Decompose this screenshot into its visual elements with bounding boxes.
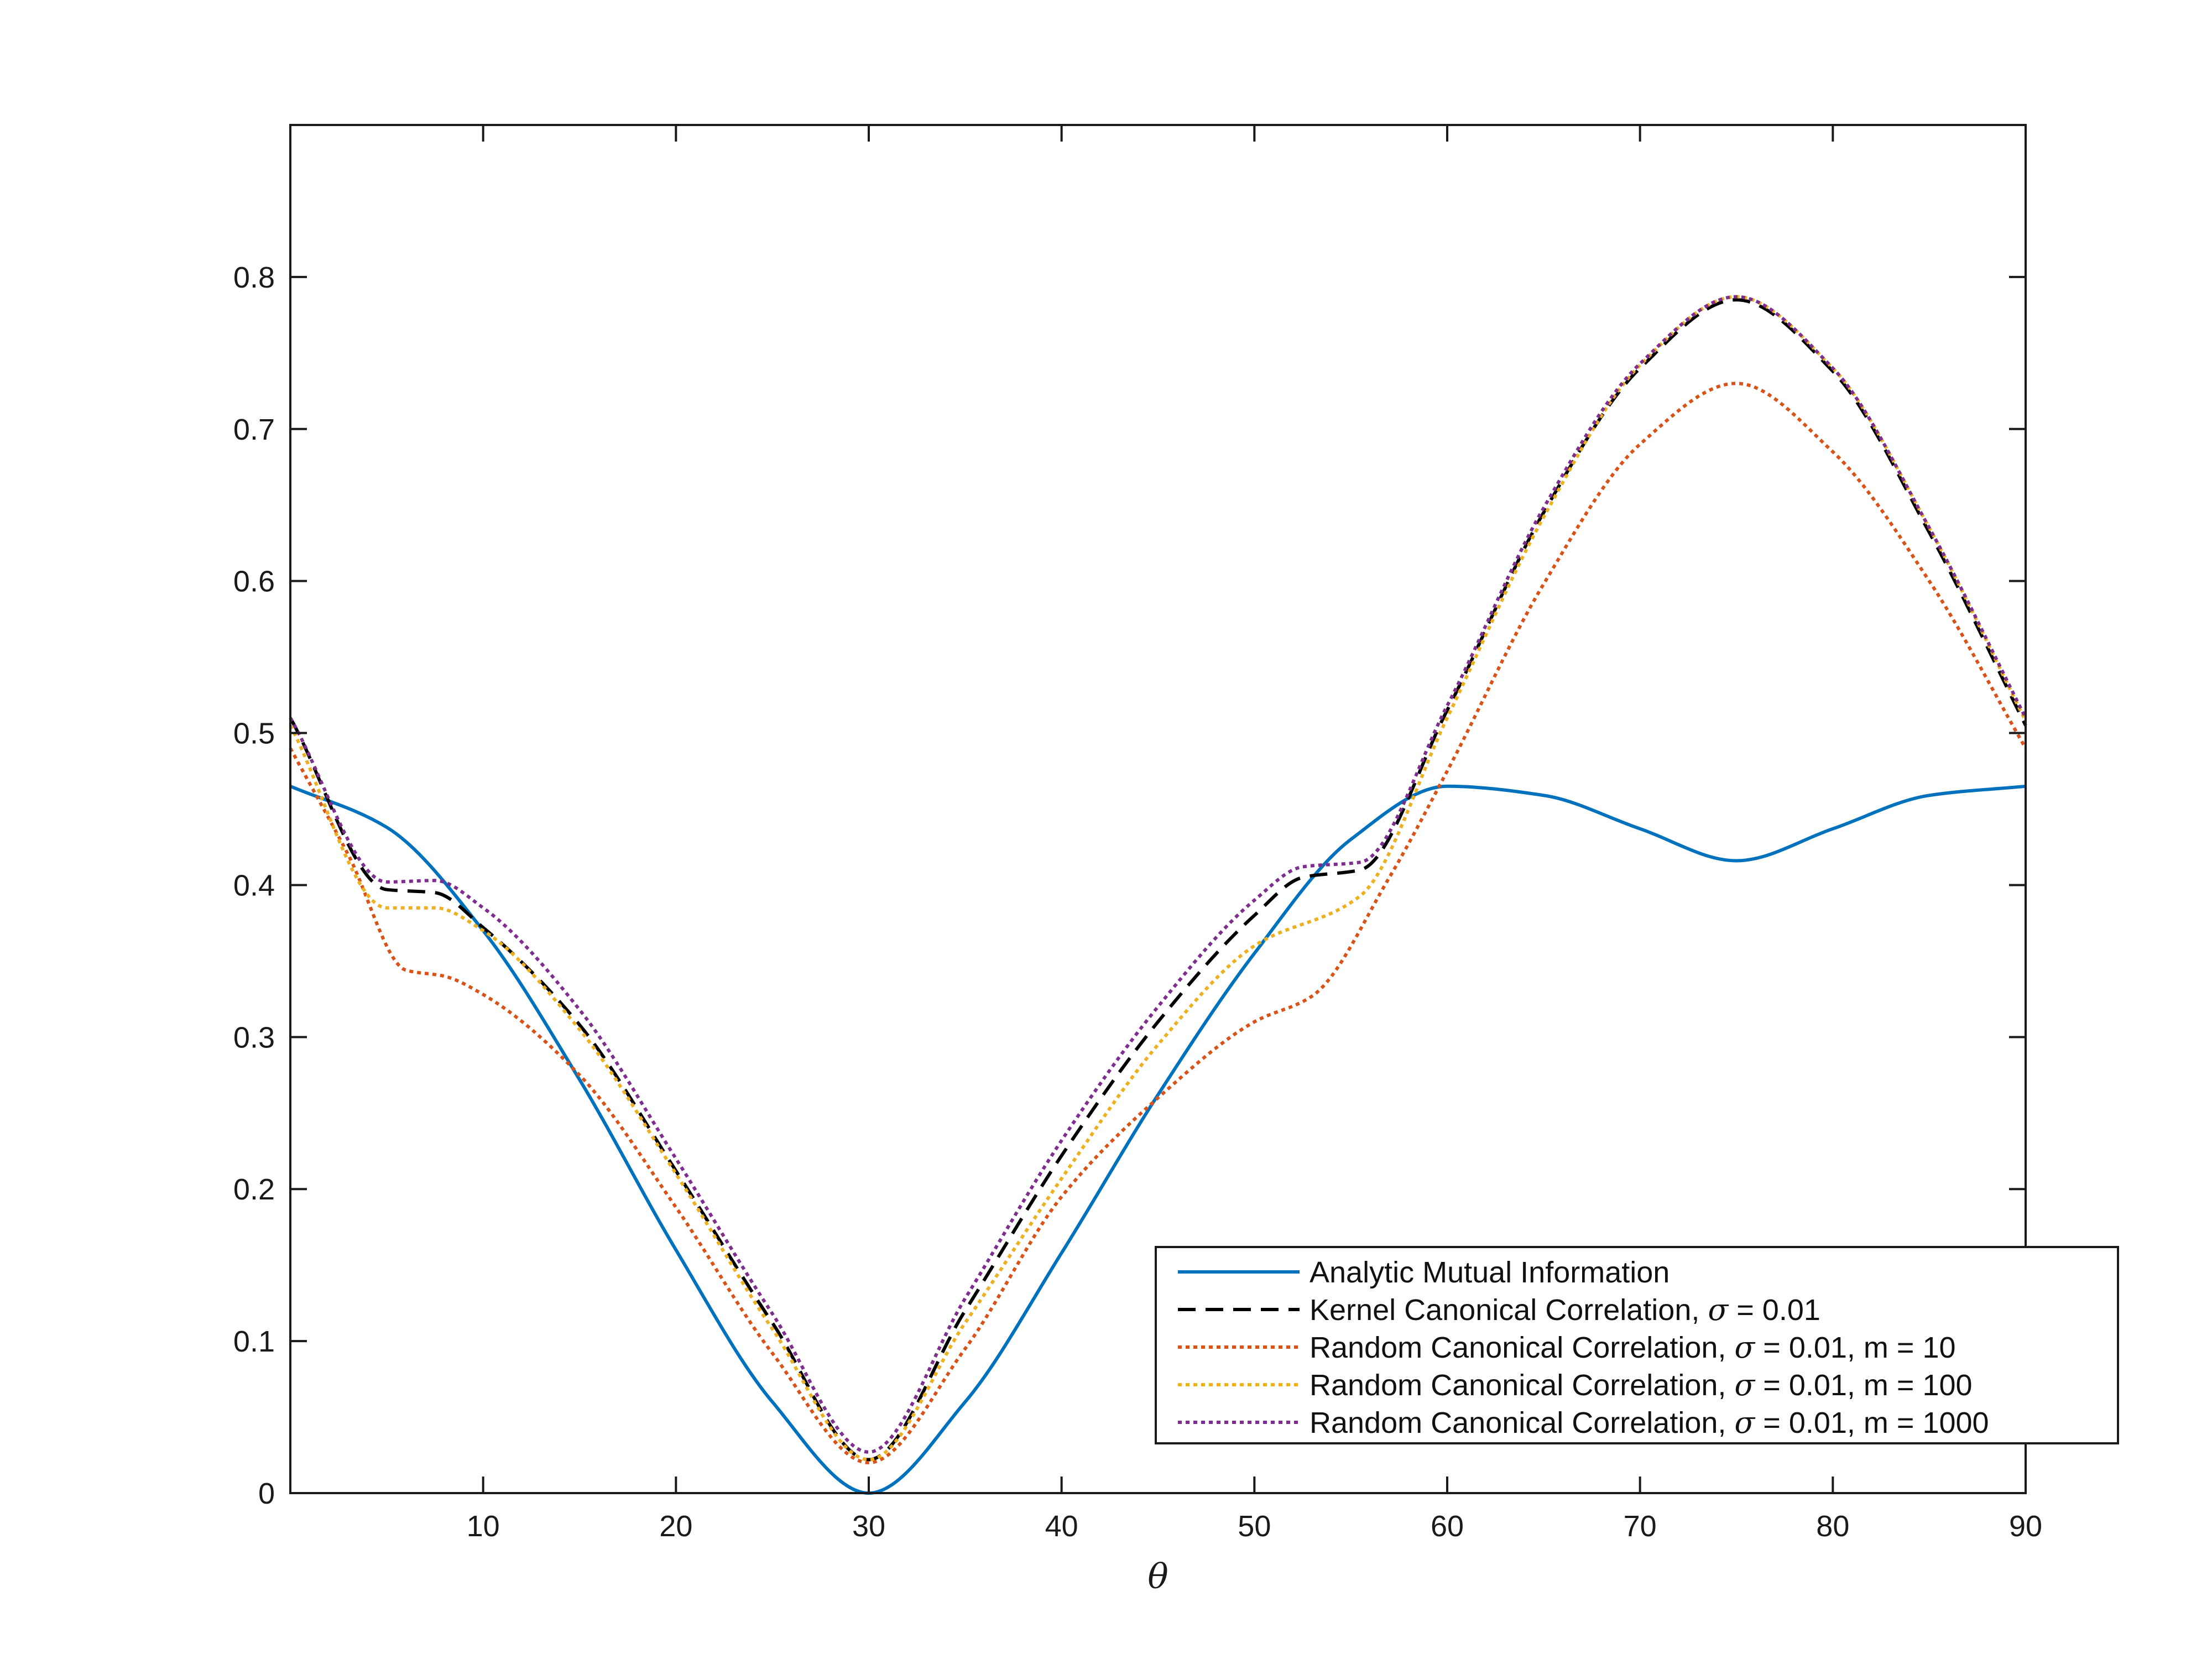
legend-label-3: Random Canonical Correlation, σ = 0.01, …	[1310, 1330, 1956, 1365]
x-tick-label: 30	[852, 1510, 885, 1543]
series-line-1	[289, 784, 2026, 1495]
x-tick-label: 10	[467, 1510, 500, 1543]
y-tick-label: 0.8	[233, 261, 275, 294]
y-tick-label: 0.1	[233, 1325, 275, 1358]
tick-label-layer: 10 20 30 40 50 60 70 80 90 0 0.1 0.2 0.3 0.4 0.5 0.6 0.7…	[233, 261, 2042, 1543]
legend-label-5: Random Canonical Correlation, σ = 0.01, …	[1310, 1405, 1989, 1440]
series-line-3	[289, 382, 2027, 1464]
y-tick-label: 0.4	[233, 869, 275, 902]
x-tick-label: 90	[2009, 1510, 2042, 1543]
x-tick-label: 60	[1431, 1510, 1464, 1543]
legend-label-2: Kernel Canonical Correlation, σ = 0.01	[1310, 1292, 1820, 1327]
x-axis-label: θ	[1147, 1556, 1168, 1597]
legend-label-4: Random Canonical Correlation, σ = 0.01, …	[1310, 1368, 1973, 1402]
x-tick-label: 80	[1816, 1510, 1849, 1543]
x-tick-label: 70	[1624, 1510, 1657, 1543]
legend-label-1: Analytic Mutual Information	[1310, 1256, 1670, 1289]
series-line-5	[289, 295, 2027, 1454]
y-tick-label: 0.2	[233, 1173, 275, 1206]
plot-frame	[289, 124, 2027, 1494]
legend-box	[1155, 1246, 2119, 1444]
y-tick-label: 0.6	[233, 565, 275, 598]
y-tick-label: 0.7	[233, 413, 275, 446]
x-tick-label: 40	[1045, 1510, 1078, 1543]
series-layer	[289, 295, 2027, 1495]
x-tick-label: 20	[659, 1510, 692, 1543]
y-tick-label: 0	[258, 1477, 275, 1510]
y-tick-label: 0.3	[233, 1021, 275, 1054]
y-tick-label: 0.5	[233, 717, 275, 750]
series-line-2	[289, 298, 2027, 1462]
x-tick-label: 50	[1238, 1510, 1271, 1543]
